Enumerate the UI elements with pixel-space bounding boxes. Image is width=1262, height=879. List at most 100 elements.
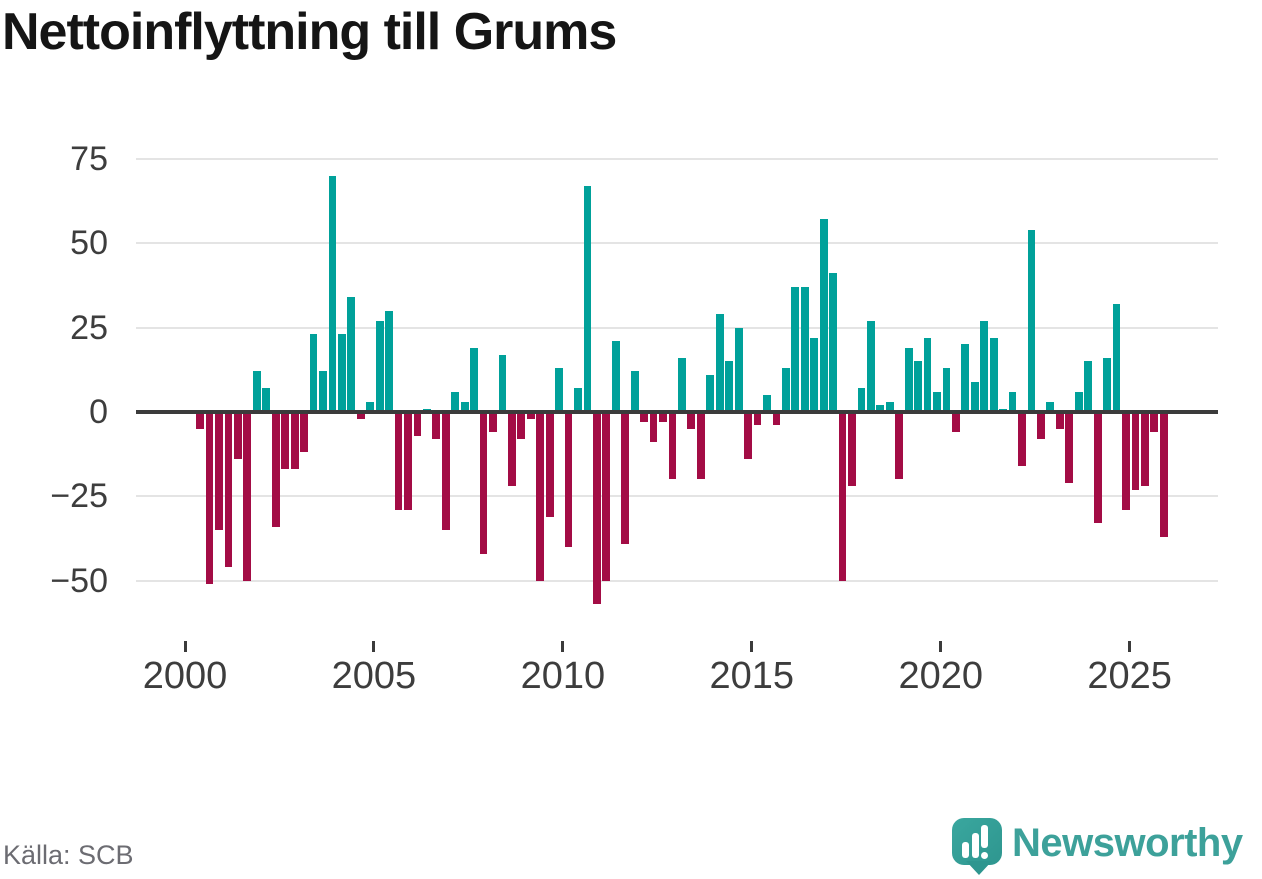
bar-2015-Q1 [753, 411, 762, 426]
bar-2021-Q1 [980, 320, 989, 412]
bar-2017-Q4 [857, 388, 866, 412]
bar-2023-Q2 [1065, 411, 1074, 483]
gridline-75 [136, 157, 1218, 160]
bar-2012-Q4 [668, 411, 677, 480]
x-axis-label-2010: 2010 [520, 655, 606, 697]
bar-2011-Q4 [630, 371, 639, 412]
x-tick-2020 [939, 641, 943, 652]
bar-2008-Q3 [507, 411, 516, 487]
bar-2025-Q3 [1150, 411, 1159, 433]
bar-2018-Q3 [885, 401, 894, 412]
bar-2001-Q2 [234, 411, 242, 460]
bar-2006-Q4 [441, 411, 450, 531]
bar-2015-Q4 [781, 368, 790, 412]
bar-2000-Q2 [196, 411, 205, 429]
bar-2001-Q3 [243, 411, 252, 581]
bar-2020-Q3 [961, 344, 970, 412]
logo-bubble-tail [966, 861, 992, 875]
bar-2013-Q4 [706, 374, 715, 412]
y-axis-label--50: −50 [50, 561, 108, 600]
bar-2019-Q4 [933, 391, 941, 412]
bar-2025-Q2 [1140, 411, 1149, 487]
bar-2010-Q4 [593, 411, 601, 605]
bar-2014-Q1 [715, 313, 724, 412]
y-axis-label-0: 0 [89, 392, 108, 431]
bar-2021-Q4 [1008, 391, 1017, 412]
bar-2016-Q1 [791, 286, 800, 412]
bar-2002-Q2 [271, 411, 280, 527]
bar-2005-Q1 [375, 320, 384, 412]
gridline-50 [136, 242, 1218, 245]
bar-2009-Q1 [526, 411, 535, 419]
bar-2008-Q1 [489, 411, 497, 433]
bar-2007-Q3 [470, 347, 478, 412]
bar-2014-Q3 [734, 327, 743, 412]
bar-2011-Q2 [611, 341, 620, 412]
bar-2023-Q3 [1074, 391, 1083, 412]
y-axis-label-25: 25 [70, 308, 108, 347]
y-axis-label-50: 50 [70, 224, 108, 263]
bar-2009-Q4 [555, 368, 564, 412]
bar-2002-Q4 [290, 411, 299, 470]
brand-name: Newsworthy [1012, 821, 1243, 865]
bar-2013-Q2 [687, 411, 696, 429]
x-tick-2000 [183, 641, 187, 652]
x-tick-2025 [1128, 641, 1132, 652]
y-axis-label--25: −25 [50, 477, 108, 516]
bar-2018-Q4 [895, 411, 904, 480]
bar-2005-Q2 [385, 310, 393, 412]
bar-2023-Q4 [1084, 361, 1093, 412]
x-tick-2005 [372, 641, 376, 652]
source-note: Källa: SCB [3, 840, 134, 870]
bar-2010-Q2 [574, 388, 582, 412]
bar-2024-Q4 [1122, 411, 1130, 510]
newsworthy-logo-icon [952, 818, 1002, 865]
bar-2018-Q2 [876, 405, 885, 412]
logo-exclamation-dot [981, 852, 988, 859]
x-axis-label-2005: 2005 [331, 655, 417, 697]
bar-2001-Q1 [224, 411, 233, 568]
bar-2006-Q3 [432, 411, 441, 439]
bar-2020-Q4 [970, 381, 979, 412]
bar-2008-Q4 [517, 411, 526, 439]
bar-2010-Q1 [564, 411, 573, 547]
x-tick-2010 [561, 641, 565, 652]
bar-2017-Q3 [848, 411, 856, 487]
bar-2014-Q2 [725, 361, 734, 412]
bar-2019-Q3 [923, 337, 932, 412]
x-axis-label-2000: 2000 [142, 655, 228, 697]
bar-2002-Q1 [262, 388, 271, 412]
bar-2001-Q4 [252, 371, 261, 412]
bar-2009-Q3 [545, 411, 554, 517]
bar-2024-Q3 [1112, 303, 1121, 412]
y-axis-label-75: 75 [70, 139, 108, 178]
bar-2024-Q2 [1103, 357, 1111, 412]
bar-2014-Q4 [744, 411, 752, 460]
bar-2004-Q2 [347, 297, 356, 412]
bar-2000-Q4 [215, 411, 223, 531]
x-axis-label-2025: 2025 [1087, 655, 1172, 697]
bar-2016-Q3 [810, 337, 819, 412]
x-axis-zero-line [136, 409, 1218, 414]
bar-2013-Q3 [696, 411, 705, 480]
bar-2003-Q4 [328, 175, 337, 412]
bar-2015-Q3 [772, 411, 781, 426]
bar-2002-Q3 [281, 411, 290, 470]
bar-2015-Q2 [763, 395, 771, 412]
bar-2004-Q4 [366, 401, 375, 412]
bar-2007-Q2 [460, 401, 469, 412]
logo-exclamation-bar [981, 825, 988, 848]
gridline--50 [136, 579, 1218, 582]
logo-bar-short [962, 842, 969, 858]
bar-2003-Q1 [300, 411, 308, 453]
bar-2012-Q1 [640, 411, 649, 423]
bar-2022-Q1 [1018, 411, 1026, 466]
bar-2017-Q1 [829, 273, 837, 412]
bar-2019-Q2 [914, 361, 923, 412]
bar-2025-Q1 [1131, 411, 1140, 490]
bar-2007-Q1 [451, 391, 460, 412]
bar-2008-Q2 [498, 354, 507, 412]
bar-2022-Q2 [1027, 229, 1036, 412]
bar-2022-Q3 [1037, 411, 1045, 439]
bar-2024-Q1 [1093, 411, 1102, 524]
